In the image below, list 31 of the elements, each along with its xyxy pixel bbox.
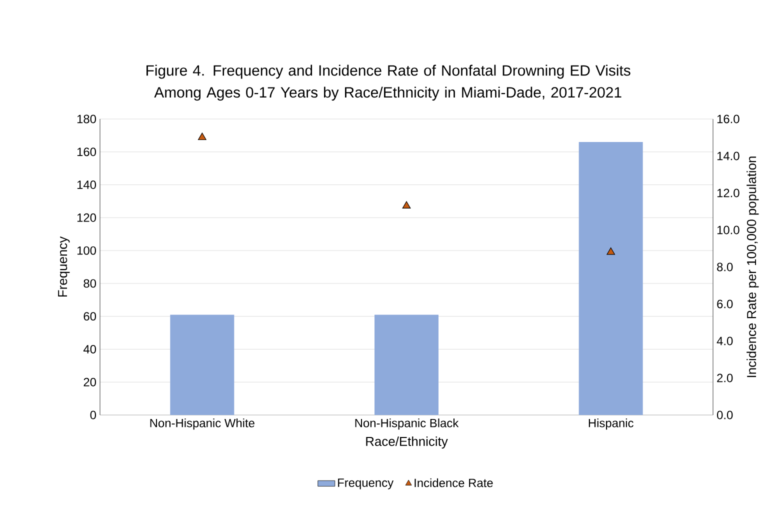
y2-tick-label: 12.0 — [717, 188, 740, 198]
y-axis-title: Frequency — [58, 236, 70, 297]
y2-tick-label: 16.0 — [717, 114, 740, 124]
point — [198, 132, 206, 140]
point — [606, 247, 616, 255]
x-tick-label: Hispanic — [588, 418, 634, 430]
y-tick-label: 0 — [90, 410, 96, 420]
y-tick-label: 100 — [77, 246, 96, 255]
y2-tick-label: 6.0 — [717, 300, 733, 308]
y2-tick-label: 8.0 — [717, 262, 733, 272]
y-tick-label: 140 — [77, 180, 96, 189]
y-tick-label: 180 — [77, 114, 96, 124]
x-tick-label: Non-Hispanic White — [150, 418, 254, 430]
y-tick-label: 40 — [83, 344, 96, 354]
y2-tick-label: 4.0 — [716, 336, 733, 346]
y2-tick-label: 14.0 — [717, 152, 740, 160]
y-tick-label: 120 — [77, 213, 96, 222]
y-tick-label: 80 — [84, 279, 96, 288]
x-axis-title: Race/Ethnicity — [366, 436, 448, 449]
y-tick-label: 160 — [77, 148, 96, 156]
x-tick-label: Non-Hispanic Black — [355, 418, 459, 430]
y-tick-label: 60 — [84, 312, 96, 321]
legend-label: Frequency — [338, 478, 394, 490]
chart-title: Figure 4. Frequency and Incidence Rate of Nonfatal Drowning ED Visits Among Ages 0-17 Years by Race/Ethnicity in Miami-Dade, 2017-2021 — [146, 64, 630, 101]
y2-tick-label: 0.0 — [717, 410, 733, 420]
y2-axis-title: Incidence Rate per 100,000 population — [746, 156, 759, 378]
point — [402, 201, 411, 208]
legend-label: Incidence Rate — [414, 478, 493, 488]
y2-tick-label: 2.0 — [717, 374, 733, 382]
y-tick-label: 20 — [84, 378, 96, 386]
y2-tick-label: 10.0 — [717, 226, 740, 234]
